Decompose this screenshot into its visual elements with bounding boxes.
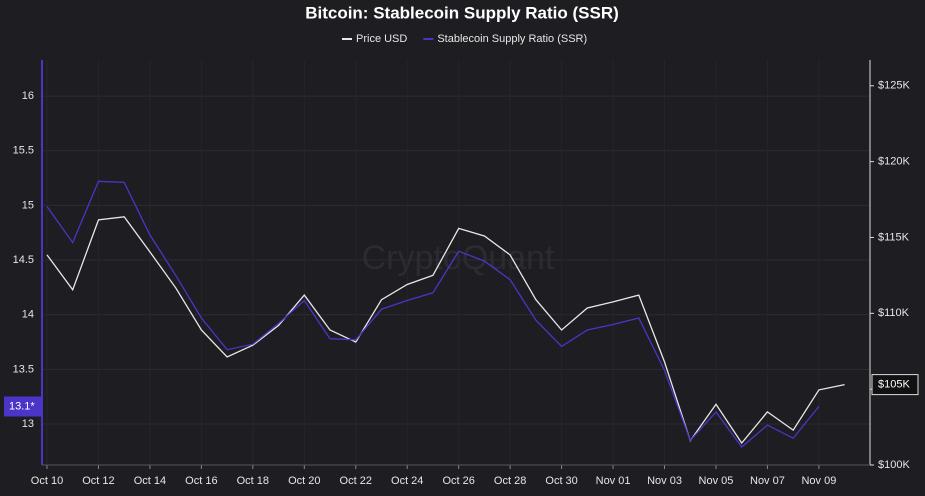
series-line: [46, 216, 845, 445]
series-line: [46, 180, 820, 448]
y2-tick-label: $120K: [878, 156, 910, 168]
y-tick-label: 15.5: [13, 145, 34, 157]
chart-title: Bitcoin: Stablecoin Supply Ratio (SSR): [305, 3, 619, 22]
y2-tick-label: $125K: [878, 80, 910, 92]
y2-tick-label: $110K: [878, 307, 910, 319]
x-tick-label: Nov 01: [596, 475, 631, 487]
x-tick-label: Oct 16: [185, 475, 217, 487]
last-value-label: 13.1*: [9, 400, 35, 412]
y-tick-label: 13: [22, 418, 34, 430]
x-tick-label: Oct 14: [134, 475, 166, 487]
x-tick-label: Nov 05: [699, 475, 734, 487]
legend-label: Price USD: [356, 33, 407, 45]
x-tick-label: Oct 12: [82, 475, 114, 487]
x-tick-label: Oct 30: [545, 475, 577, 487]
last-value-tag: [871, 374, 919, 396]
x-tick-label: Nov 03: [647, 475, 682, 487]
x-tick-label: Oct 10: [31, 475, 63, 487]
x-tick-label: Oct 28: [494, 475, 526, 487]
last-value-tag: [4, 396, 42, 417]
y-tick-label: 14: [22, 309, 34, 321]
last-value-label: $105K: [878, 379, 910, 391]
y2-tick-label: $100K: [878, 459, 910, 471]
y-tick-label: 15: [22, 199, 34, 211]
x-tick-label: Oct 26: [442, 475, 474, 487]
x-tick-label: Nov 07: [750, 475, 785, 487]
y-tick-label: 14.5: [13, 254, 34, 266]
x-tick-label: Oct 24: [391, 475, 423, 487]
y-tick-label: 13.5: [13, 363, 34, 375]
x-tick-label: Nov 09: [801, 475, 836, 487]
x-tick-label: Oct 20: [288, 475, 320, 487]
x-tick-label: Oct 18: [237, 475, 269, 487]
y-tick-label: 16: [22, 90, 34, 102]
legend-label: Stablecoin Supply Ratio (SSR): [437, 33, 587, 45]
y2-tick-label: $115K: [878, 231, 910, 243]
x-tick-label: Oct 22: [340, 475, 372, 487]
